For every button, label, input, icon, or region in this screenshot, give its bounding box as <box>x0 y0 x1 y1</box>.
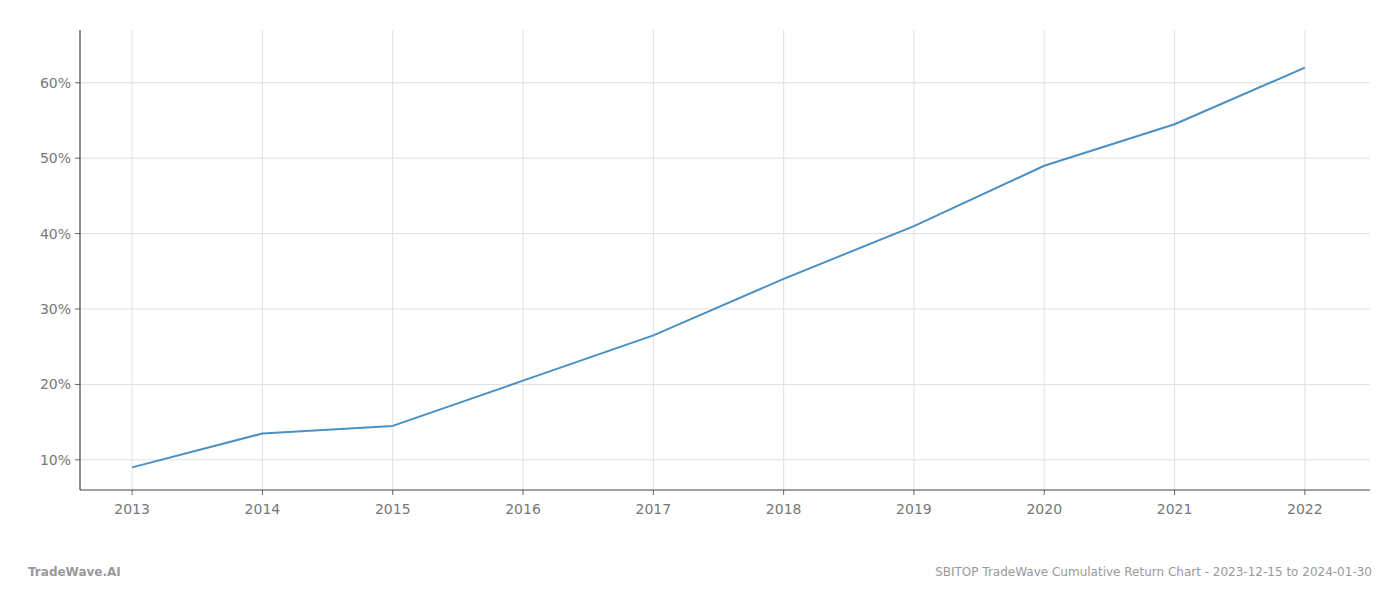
x-axis-line <box>80 489 1370 490</box>
footer-annotation: SBITOP TradeWave Cumulative Return Chart… <box>935 565 1372 579</box>
grid-line <box>653 30 654 490</box>
footer-annotation: TradeWave.AI <box>28 565 121 579</box>
data-layer <box>132 68 1305 468</box>
tick-label: 2014 <box>245 501 281 517</box>
tick-mark <box>75 158 80 159</box>
tick-mark <box>75 384 80 385</box>
chart-container: 10% 20% 30% 40% 50% 60% 2013 2014 2015 2016 2017 20… <box>0 0 1400 600</box>
tick-mark <box>132 490 133 495</box>
grid-line <box>132 30 133 490</box>
tick-mark <box>75 459 80 460</box>
tick-mark <box>75 233 80 234</box>
grid-line <box>80 82 1370 83</box>
grid-line <box>80 158 1370 159</box>
tick-mark <box>1044 490 1045 495</box>
tick-label: 20% <box>40 376 71 392</box>
tick-mark <box>262 490 263 495</box>
grid-line <box>1174 30 1175 490</box>
grid-line <box>1304 30 1305 490</box>
tick-mark <box>392 490 393 495</box>
tick-label: 2020 <box>1026 501 1062 517</box>
tick-mark <box>913 490 914 495</box>
grid-line <box>523 30 524 490</box>
axes: 10% 20% 30% 40% 50% 60% 2013 2014 2015 2016 2017 20… <box>40 30 1370 517</box>
tick-label: 30% <box>40 301 71 317</box>
grid-line <box>80 384 1370 385</box>
grid-line <box>783 30 784 490</box>
tick-label: 2018 <box>766 501 802 517</box>
tick-label: 2016 <box>505 501 541 517</box>
grid-line <box>262 30 263 490</box>
tick-label: 10% <box>40 452 71 468</box>
grid-line <box>80 233 1370 234</box>
tick-mark <box>653 490 654 495</box>
tick-label: 2022 <box>1287 501 1323 517</box>
grid-line <box>913 30 914 490</box>
line <box>132 68 1305 468</box>
tick-label: 2019 <box>896 501 932 517</box>
tick-mark <box>75 309 80 310</box>
tick-label: 2021 <box>1157 501 1193 517</box>
grid-line <box>80 309 1370 310</box>
tick-label: 2015 <box>375 501 411 517</box>
grid-line <box>80 459 1370 460</box>
tick-mark <box>523 490 524 495</box>
tick-label: 2017 <box>636 501 672 517</box>
tick-mark <box>783 490 784 495</box>
tick-mark <box>1304 490 1305 495</box>
chart: 10% 20% 30% 40% 50% 60% 2013 2014 2015 2016 2017 20… <box>0 0 1400 600</box>
tick-label: 40% <box>40 226 71 242</box>
tick-label: 50% <box>40 150 71 166</box>
tick-mark <box>75 82 80 83</box>
grid-line <box>1044 30 1045 490</box>
tick-mark <box>1174 490 1175 495</box>
grid <box>80 30 1370 490</box>
tick-label: 2013 <box>114 501 150 517</box>
tick-label: 60% <box>40 75 71 91</box>
y-axis-line <box>79 30 80 490</box>
grid-line <box>392 30 393 490</box>
